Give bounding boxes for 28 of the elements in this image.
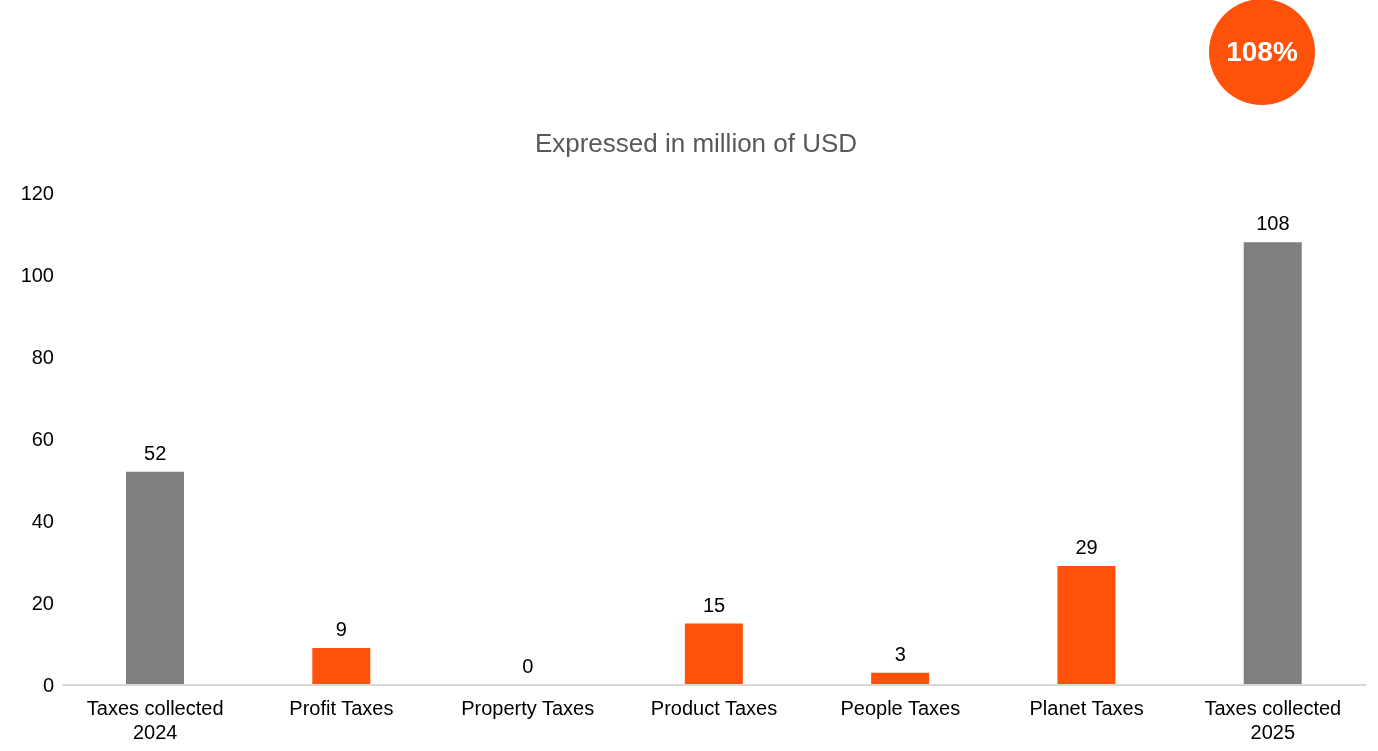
x-tick-label: Profit Taxes: [289, 697, 394, 719]
data-label: 15: [702, 593, 726, 616]
x-tick-label: Property Taxes: [461, 697, 595, 719]
y-tick-label: 40: [31, 510, 54, 533]
x-tick-label: Planet Taxes: [1029, 697, 1144, 719]
data-label: 9: [335, 618, 347, 641]
bar: [126, 471, 184, 685]
y-tick-label: 0: [42, 674, 54, 697]
data-label: 29: [1075, 536, 1098, 559]
bar: [1057, 566, 1116, 685]
data-label: 52: [144, 441, 167, 464]
data-label: 108: [1256, 212, 1290, 235]
y-tick-label: 60: [31, 428, 54, 451]
y-tick-label: 100: [20, 264, 54, 287]
bar: [312, 648, 371, 685]
y-tick-label: 120: [20, 182, 54, 205]
chart-title: Expressed in million of USD: [533, 128, 859, 159]
x-tick-label: Taxes collected 2024: [86, 697, 224, 743]
data-label: 0: [522, 655, 534, 677]
x-tick-label: Product Taxes: [650, 697, 778, 719]
badge-circle: 108%: [1209, 0, 1315, 105]
data-label: 3: [894, 642, 906, 665]
y-tick-label: 80: [31, 346, 54, 369]
bar: [684, 623, 743, 685]
x-tick-label: Taxes collected 2025: [1204, 697, 1342, 743]
y-tick-label: 20: [31, 592, 54, 615]
bar: [1243, 242, 1302, 685]
x-tick-label: People Taxes: [840, 697, 961, 719]
